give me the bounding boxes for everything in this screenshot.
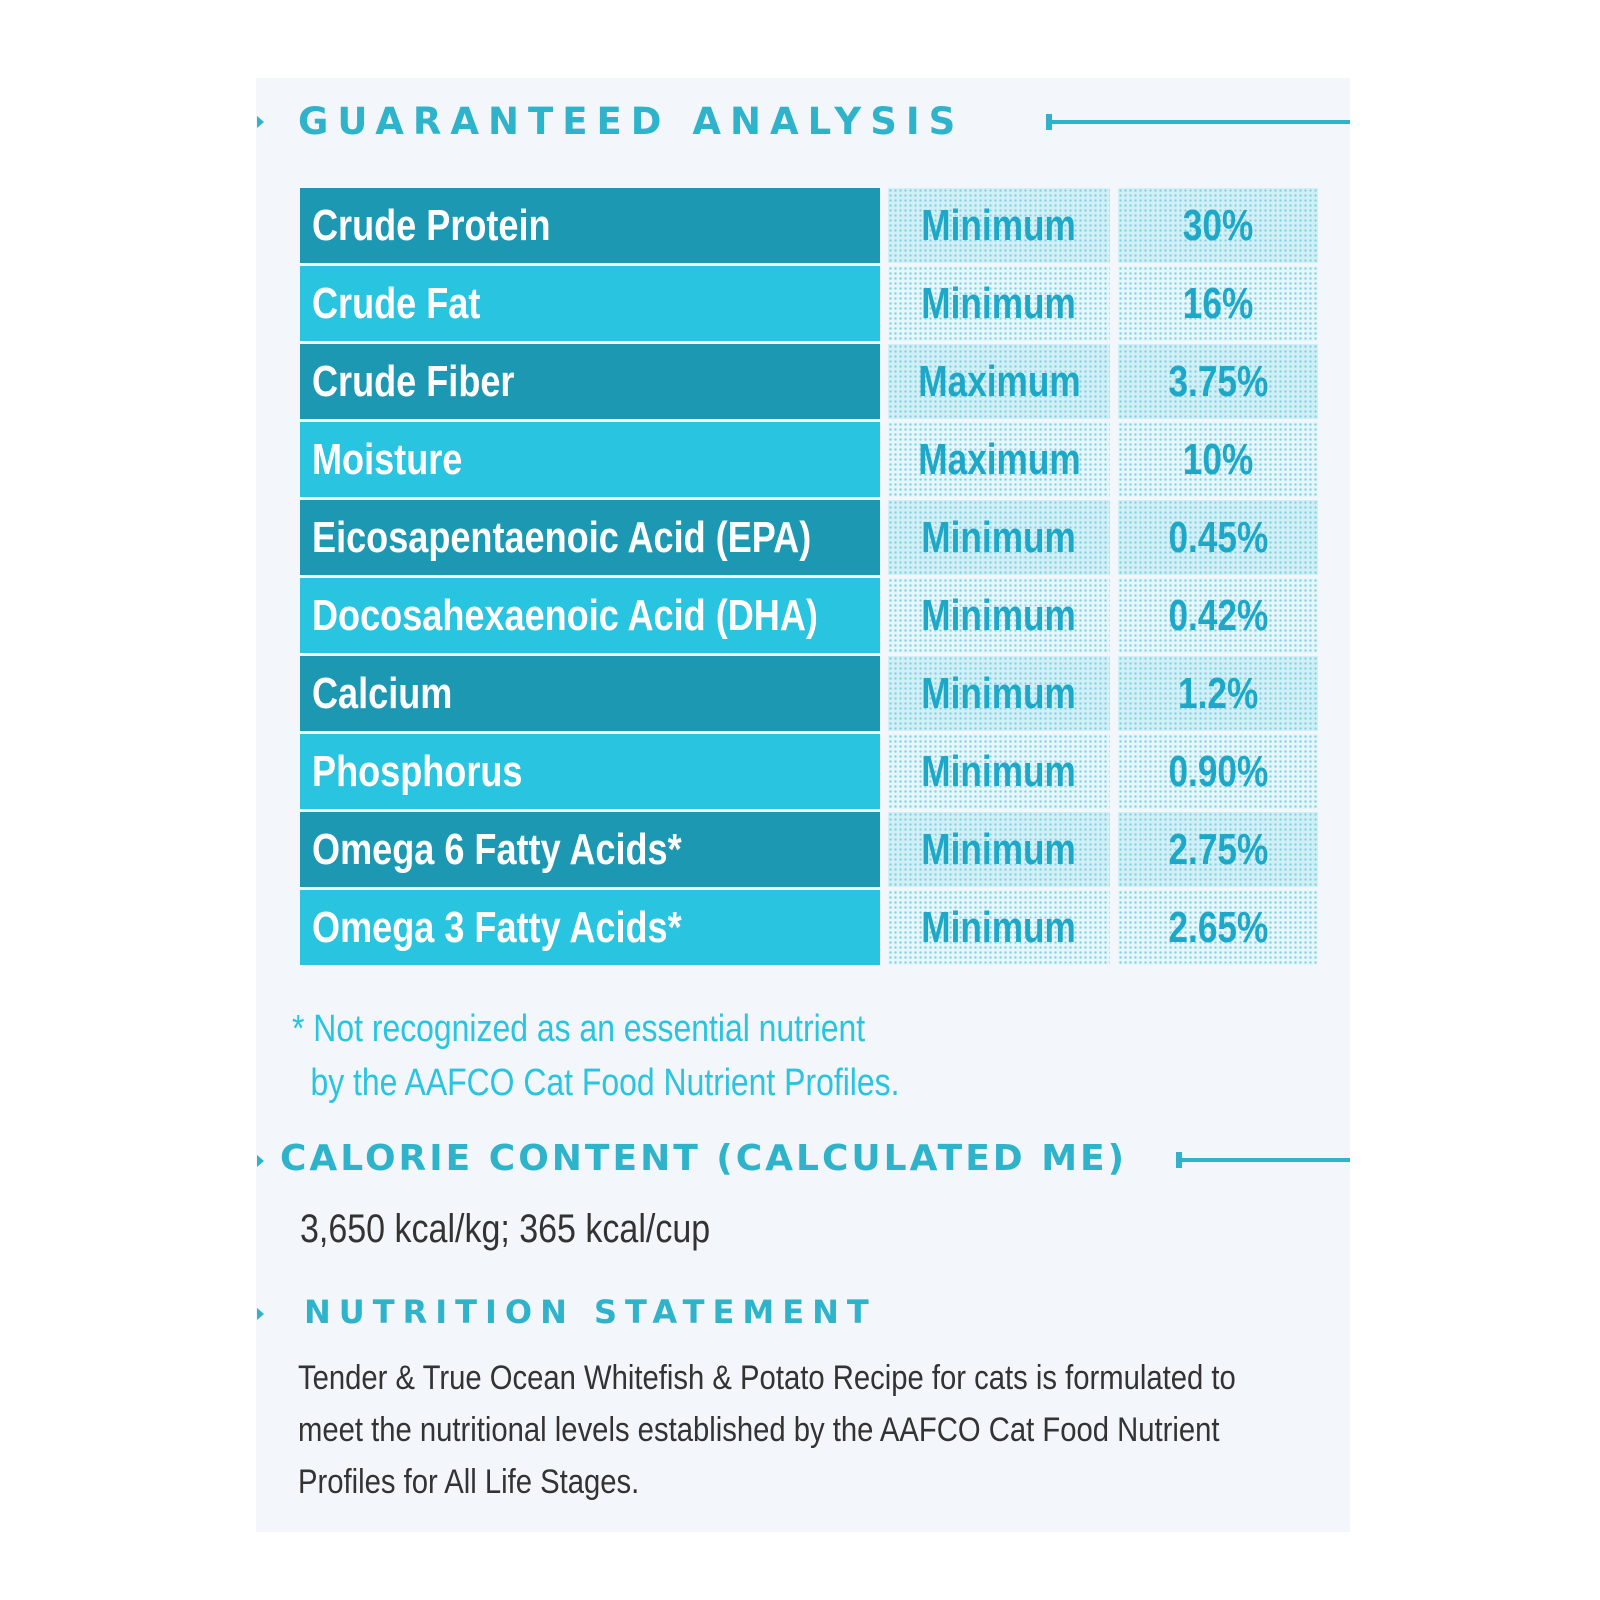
nutrient-name: Crude Protein (300, 188, 880, 263)
heading-rule (1182, 1158, 1350, 1162)
guaranteed-analysis-heading: GUARANTEED ANALYSIS (298, 100, 965, 143)
table-row: Omega 3 Fatty Acids* Minimum 2.65% (300, 890, 1318, 965)
bullet-triangle-icon (257, 116, 264, 128)
nutrient-name: Crude Fat (300, 266, 880, 341)
nutrient-value: 1.2% (1118, 656, 1318, 731)
nutrient-qualifier: Minimum (888, 266, 1110, 341)
nutrient-value: 16% (1118, 266, 1318, 341)
nutrient-name: Phosphorus (300, 734, 880, 809)
statement-line: Tender & True Ocean Whitefish & Potato R… (298, 1359, 1236, 1397)
footnote: * Not recognized as an essential nutrien… (292, 1002, 1015, 1110)
nutrient-name: Eicosapentaenoic Acid (EPA) (300, 500, 880, 575)
nutrient-name: Omega 3 Fatty Acids* (300, 890, 880, 965)
nutrient-name: Calcium (300, 656, 880, 731)
bullet-triangle-icon (257, 1155, 264, 1167)
nutrient-qualifier: Minimum (888, 734, 1110, 809)
nutrition-statement-text: Tender & True Ocean Whitefish & Potato R… (298, 1352, 1270, 1508)
heading-rule-cap (1176, 1152, 1182, 1168)
statement-line: Profiles for All Life Stages. (298, 1463, 640, 1501)
table-row: Crude Fiber Maximum 3.75% (300, 344, 1318, 419)
table-row: Phosphorus Minimum 0.90% (300, 734, 1318, 809)
nutrient-value: 2.75% (1118, 812, 1318, 887)
nutrient-qualifier: Minimum (888, 578, 1110, 653)
nutrition-statement-heading: NUTRITION STATEMENT (304, 1293, 877, 1331)
nutrient-qualifier: Minimum (888, 500, 1110, 575)
nutrient-value: 0.42% (1118, 578, 1318, 653)
nutrient-name: Crude Fiber (300, 344, 880, 419)
bullet-triangle-icon (257, 1308, 264, 1320)
table-row: Crude Fat Minimum 16% (300, 266, 1318, 341)
nutrient-qualifier: Maximum (888, 422, 1110, 497)
calorie-content-heading: CALORIE CONTENT (CALCULATED ME) (280, 1138, 1128, 1179)
statement-line: meet the nutritional levels established … (298, 1411, 1220, 1449)
table-row: Moisture Maximum 10% (300, 422, 1318, 497)
footnote-line: by the AAFCO Cat Food Nutrient Profiles. (310, 1062, 900, 1104)
nutrient-value: 0.90% (1118, 734, 1318, 809)
table-row: Docosahexaenoic Acid (DHA) Minimum 0.42% (300, 578, 1318, 653)
nutrient-value: 2.65% (1118, 890, 1318, 965)
table-row: Omega 6 Fatty Acids* Minimum 2.75% (300, 812, 1318, 887)
nutrient-qualifier: Minimum (888, 188, 1110, 263)
heading-rule (1052, 120, 1350, 124)
nutrient-qualifier: Minimum (888, 656, 1110, 731)
nutrient-name: Docosahexaenoic Acid (DHA) (300, 578, 880, 653)
table-row: Crude Protein Minimum 30% (300, 188, 1318, 263)
nutrient-qualifier: Maximum (888, 344, 1110, 419)
nutrient-value: 0.45% (1118, 500, 1318, 575)
nutrient-value: 3.75% (1118, 344, 1318, 419)
table-row: Eicosapentaenoic Acid (EPA) Minimum 0.45… (300, 500, 1318, 575)
nutrient-value: 30% (1118, 188, 1318, 263)
footnote-line: * Not recognized as an essential nutrien… (292, 1008, 866, 1050)
nutrient-value: 10% (1118, 422, 1318, 497)
calorie-content-value: 3,650 kcal/kg; 365 kcal/cup (300, 1207, 711, 1251)
nutrient-qualifier: Minimum (888, 890, 1110, 965)
heading-rule-cap (1046, 114, 1052, 130)
nutrient-name: Moisture (300, 422, 880, 497)
nutrient-qualifier: Minimum (888, 812, 1110, 887)
table-row: Calcium Minimum 1.2% (300, 656, 1318, 731)
nutrient-name: Omega 6 Fatty Acids* (300, 812, 880, 887)
